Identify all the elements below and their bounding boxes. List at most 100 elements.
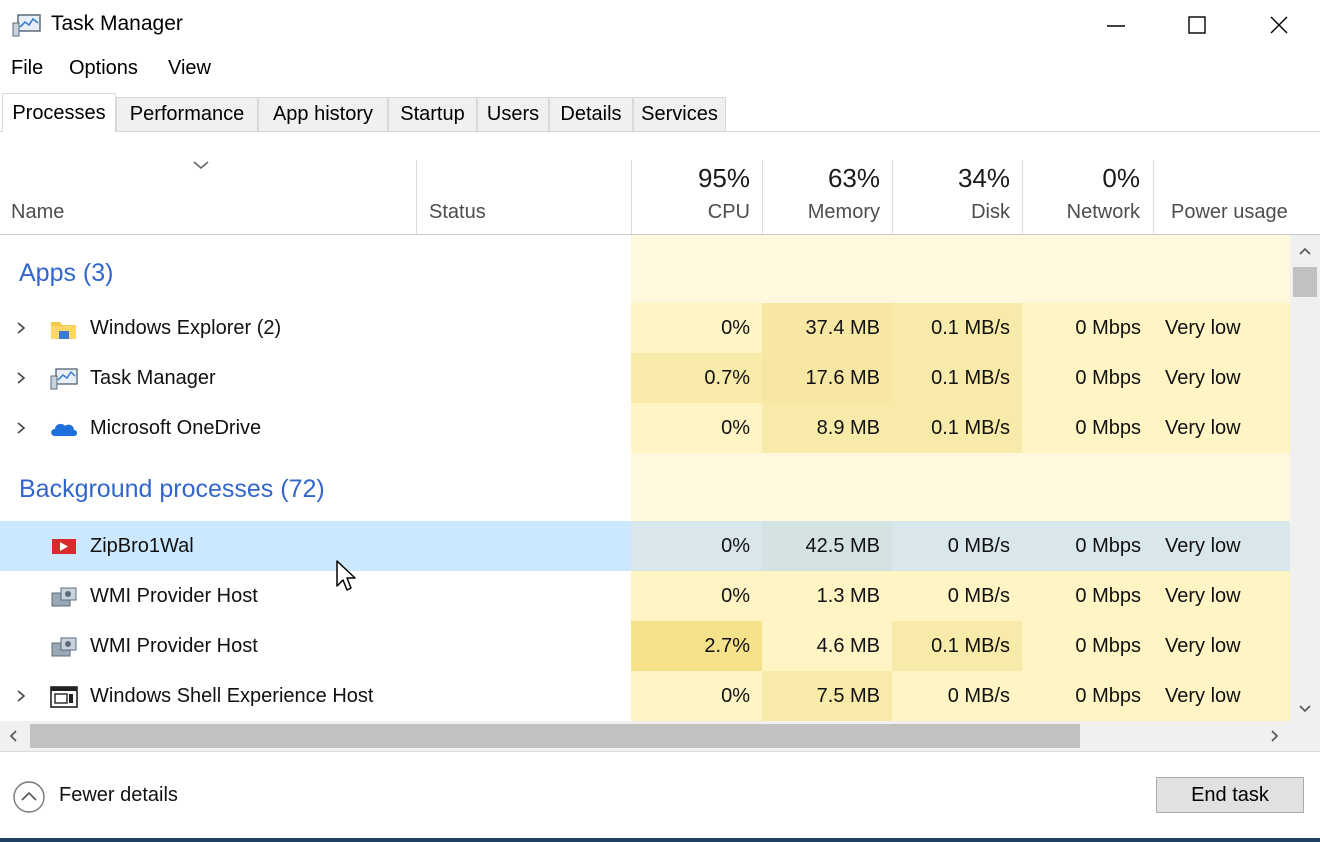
cpu-cell: 0% bbox=[631, 571, 762, 621]
vertical-scroll-thumb[interactable] bbox=[1293, 267, 1317, 297]
memory-value: 8.9 MB bbox=[816, 417, 880, 439]
menu-file[interactable]: File bbox=[11, 57, 44, 79]
column-divider bbox=[416, 160, 417, 234]
tab-details[interactable]: Details bbox=[549, 97, 633, 131]
menu-view[interactable]: View bbox=[168, 57, 211, 79]
table-row[interactable]: Microsoft OneDrive 0% 8.9 MB 0.1 MB/s 0 … bbox=[0, 403, 1290, 453]
scroll-down-arrow-icon[interactable] bbox=[1298, 701, 1312, 719]
cpu-value: 0% bbox=[721, 685, 750, 707]
table-row[interactable]: Windows Shell Experience Host 0% 7.5 MB … bbox=[0, 671, 1290, 721]
menu-options[interactable]: Options bbox=[69, 57, 138, 79]
fewer-details-link[interactable]: Fewer details bbox=[59, 784, 178, 806]
heat-band bbox=[631, 453, 1290, 521]
power-value: Very low bbox=[1165, 317, 1241, 339]
cpu-value: 2.7% bbox=[704, 635, 750, 657]
disk-total-percent[interactable]: 34% bbox=[957, 163, 1010, 193]
cpu-value: 0.7% bbox=[704, 367, 750, 389]
network-value: 0 Mbps bbox=[1075, 417, 1141, 439]
memory-total-percent[interactable]: 63% bbox=[827, 163, 880, 193]
table-row[interactable]: WMI Provider Host 0% 1.3 MB 0 MB/s 0 Mbp… bbox=[0, 571, 1290, 621]
cpu-value: 0% bbox=[721, 535, 750, 557]
disk-cell: 0.1 MB/s bbox=[892, 353, 1022, 403]
window-bottom-border bbox=[0, 838, 1320, 842]
tab-app-history[interactable]: App history bbox=[258, 97, 388, 131]
header-divider bbox=[0, 234, 1320, 235]
disk-cell: 0.1 MB/s bbox=[892, 403, 1022, 453]
memory-value: 17.6 MB bbox=[805, 367, 880, 389]
table-row[interactable]: WMI Provider Host 2.7% 4.6 MB 0.1 MB/s 0… bbox=[0, 621, 1290, 671]
column-header-memory[interactable]: Memory bbox=[807, 201, 880, 223]
end-task-button[interactable]: End task bbox=[1156, 777, 1304, 813]
disk-value: 0.1 MB/s bbox=[931, 367, 1010, 389]
folder-icon bbox=[49, 316, 79, 342]
table-row[interactable]: Windows Explorer (2) 0% 37.4 MB 0.1 MB/s… bbox=[0, 303, 1290, 353]
column-header-status[interactable]: Status bbox=[429, 201, 486, 223]
expand-chevron-icon[interactable] bbox=[14, 420, 28, 436]
tab-processes[interactable]: Processes bbox=[2, 93, 116, 132]
sort-chevron-icon[interactable] bbox=[192, 158, 210, 176]
power-value: Very low bbox=[1165, 535, 1241, 557]
horizontal-scrollbar[interactable] bbox=[0, 721, 1290, 751]
power-value: Very low bbox=[1165, 417, 1241, 439]
tab-users[interactable]: Users bbox=[477, 97, 549, 131]
power-cell: Very low bbox=[1153, 671, 1290, 721]
scroll-left-arrow-icon[interactable] bbox=[8, 729, 18, 748]
network-value: 0 Mbps bbox=[1075, 635, 1141, 657]
maximize-button[interactable] bbox=[1156, 0, 1238, 50]
column-header-cpu[interactable]: CPU bbox=[707, 201, 750, 223]
disk-value: 0 MB/s bbox=[947, 685, 1010, 707]
power-cell: Very low bbox=[1153, 521, 1290, 571]
expand-chevron-icon[interactable] bbox=[14, 370, 28, 386]
cpu-total-percent[interactable]: 95% bbox=[697, 163, 750, 193]
disk-cell: 0.1 MB/s bbox=[892, 303, 1022, 353]
network-value: 0 Mbps bbox=[1075, 317, 1141, 339]
expand-chevron-icon[interactable] bbox=[14, 688, 28, 704]
network-cell: 0 Mbps bbox=[1022, 571, 1153, 621]
scroll-right-arrow-icon[interactable] bbox=[1270, 729, 1280, 748]
column-header-network[interactable]: Network bbox=[1066, 201, 1140, 223]
vertical-scrollbar[interactable] bbox=[1290, 235, 1320, 721]
window-title: Task Manager bbox=[51, 12, 183, 35]
memory-cell: 42.5 MB bbox=[762, 521, 892, 571]
table-row[interactable]: Task Manager 0.7% 17.6 MB 0.1 MB/s 0 Mbp… bbox=[0, 353, 1290, 403]
column-header-power-usage[interactable]: Power usage bbox=[1171, 201, 1288, 223]
power-cell: Very low bbox=[1153, 621, 1290, 671]
network-cell: 0 Mbps bbox=[1022, 671, 1153, 721]
memory-value: 1.3 MB bbox=[816, 585, 880, 607]
process-name: Task Manager bbox=[90, 367, 216, 389]
group-header-background[interactable]: Background processes (72) bbox=[0, 453, 1290, 521]
power-cell: Very low bbox=[1153, 571, 1290, 621]
network-total-percent[interactable]: 0% bbox=[1102, 163, 1140, 193]
close-button[interactable] bbox=[1238, 0, 1320, 50]
task-manager-icon bbox=[12, 14, 42, 38]
power-cell: Very low bbox=[1153, 403, 1290, 453]
disk-value: 0 MB/s bbox=[947, 535, 1010, 557]
fewer-details-chevron-icon[interactable] bbox=[12, 780, 46, 819]
network-value: 0 Mbps bbox=[1075, 367, 1141, 389]
process-table: Apps (3) Windows Explorer (2) 0% 37.4 MB… bbox=[0, 235, 1290, 721]
task-manager-icon bbox=[49, 366, 79, 392]
cpu-value: 0% bbox=[721, 317, 750, 339]
tab-startup[interactable]: Startup bbox=[388, 97, 477, 131]
expand-chevron-icon[interactable] bbox=[14, 320, 28, 336]
disk-value: 0 MB/s bbox=[947, 585, 1010, 607]
column-header-name[interactable]: Name bbox=[11, 201, 65, 223]
red-app-icon bbox=[49, 534, 79, 560]
column-header-disk[interactable]: Disk bbox=[971, 201, 1010, 223]
group-header-apps[interactable]: Apps (3) bbox=[0, 235, 1290, 303]
tab-services[interactable]: Services bbox=[633, 97, 726, 131]
minimize-button[interactable] bbox=[1075, 0, 1157, 50]
title-bar[interactable]: Task Manager bbox=[0, 0, 1320, 50]
process-name: Microsoft OneDrive bbox=[90, 417, 262, 439]
disk-cell: 0 MB/s bbox=[892, 521, 1022, 571]
column-divider bbox=[631, 160, 632, 234]
table-row-selected[interactable]: ZipBro1Wal 0% 42.5 MB 0 MB/s 0 Mbps Very… bbox=[0, 521, 1290, 571]
scroll-up-arrow-icon[interactable] bbox=[1298, 243, 1312, 261]
power-value: Very low bbox=[1165, 585, 1241, 607]
disk-cell: 0 MB/s bbox=[892, 671, 1022, 721]
tab-performance[interactable]: Performance bbox=[116, 97, 258, 131]
horizontal-scroll-thumb[interactable] bbox=[30, 724, 1080, 748]
process-name: Windows Explorer (2) bbox=[90, 317, 282, 339]
disk-value: 0.1 MB/s bbox=[931, 417, 1010, 439]
cpu-value: 0% bbox=[721, 585, 750, 607]
